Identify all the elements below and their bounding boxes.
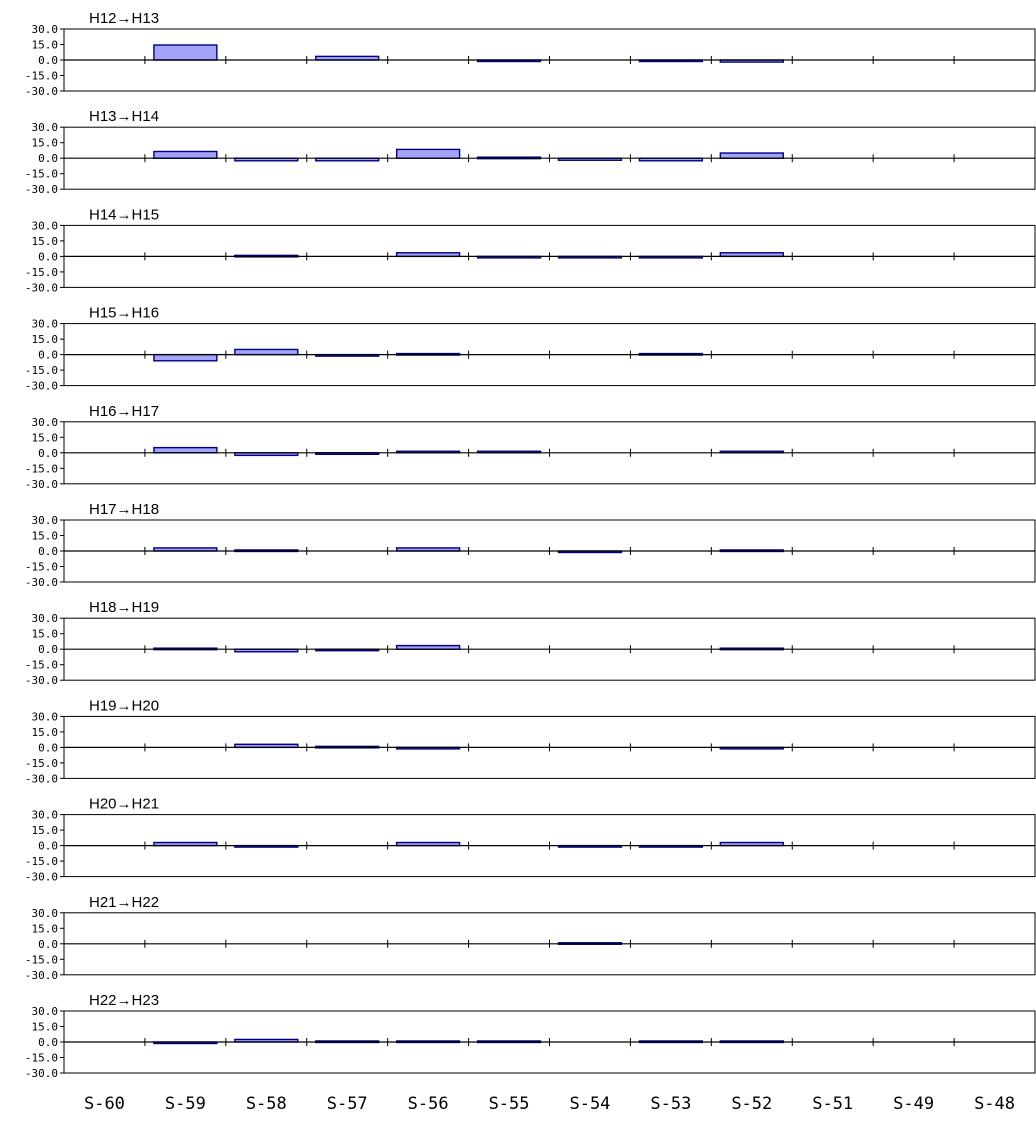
panel-title: H20→H21 [89,796,159,813]
y-tick-label: 15.0 [32,333,59,346]
panel-title: H12→H13 [89,10,159,27]
category-label: S-48 [974,1094,1015,1114]
category-label: S-57 [327,1094,368,1114]
y-tick-label: -30.0 [25,281,58,294]
y-tick-label: 15.0 [32,530,59,543]
y-tick-label: 30.0 [32,416,59,429]
y-tick-label: -30.0 [25,576,58,589]
y-tick-label: -15.0 [25,168,58,181]
panel-title: H19→H20 [89,697,159,714]
y-tick-label: -30.0 [25,85,58,98]
category-label: S-58 [246,1094,287,1114]
y-tick-label: -15.0 [25,462,58,475]
y-tick-label: 30.0 [32,219,59,232]
y-tick-label: 15.0 [32,824,59,837]
y-tick-label: 30.0 [32,612,59,625]
y-tick-label: 0.0 [38,643,58,656]
y-tick-label: -30.0 [25,772,58,785]
y-tick-label: 0.0 [38,250,58,263]
category-label: S-53 [650,1094,691,1114]
category-label: S-52 [731,1094,772,1114]
y-tick-label: -15.0 [25,70,58,83]
y-tick-label: -30.0 [25,478,58,491]
y-tick-label: -30.0 [25,969,58,982]
y-tick-label: 0.0 [38,447,58,460]
y-tick-label: -30.0 [25,674,58,687]
y-tick-label: 15.0 [32,726,59,739]
y-tick-label: -30.0 [25,871,58,884]
y-tick-label: 30.0 [32,809,59,822]
y-tick-label: 0.0 [38,741,58,754]
panel-title: H21→H22 [89,894,159,911]
y-tick-label: -15.0 [25,953,58,966]
y-tick-label: -15.0 [25,1052,58,1065]
panel-title: H13→H14 [89,108,159,125]
y-tick-label: 15.0 [32,137,59,150]
y-tick-label: 30.0 [32,1005,59,1018]
category-label: S-59 [165,1094,206,1114]
bar-s-58 [234,348,299,356]
bar-s-56 [395,148,461,159]
y-tick-label: 30.0 [32,318,59,331]
y-tick-label: 0.0 [38,1036,58,1049]
y-tick-label: -30.0 [25,183,58,196]
y-tick-label: 30.0 [32,23,59,36]
y-tick-label: 30.0 [32,907,59,920]
panel-title: H22→H23 [89,992,159,1009]
y-tick-label: -15.0 [25,757,58,770]
y-tick-label: 30.0 [32,514,59,527]
category-label: S-54 [569,1094,610,1114]
category-label: S-60 [84,1094,125,1114]
y-tick-label: -15.0 [25,266,58,279]
y-tick-label: 0.0 [38,545,58,558]
y-tick-label: 15.0 [32,235,59,248]
y-tick-label: -15.0 [25,364,58,377]
y-tick-label: 0.0 [38,840,58,853]
y-tick-label: 15.0 [32,1021,59,1034]
y-tick-label: 0.0 [38,54,58,67]
panel-title: H16→H17 [89,403,159,420]
y-tick-label: 0.0 [38,349,58,362]
y-tick-label: -15.0 [25,561,58,574]
panel-title: H18→H19 [89,599,159,616]
y-tick-label: 0.0 [38,152,58,165]
bar-s-59 [153,44,218,61]
category-label: S-55 [489,1094,530,1114]
panel-title: H17→H18 [89,501,159,518]
category-label: S-56 [408,1094,449,1114]
y-tick-label: -30.0 [25,380,58,393]
y-tick-label: -15.0 [25,659,58,672]
y-tick-label: 15.0 [32,922,59,935]
y-tick-label: 15.0 [32,628,59,641]
panel-title: H14→H15 [89,206,159,223]
y-tick-label: 15.0 [32,431,59,444]
y-tick-label: 30.0 [32,710,59,723]
category-label: S-49 [893,1094,934,1114]
y-tick-label: -30.0 [25,1067,58,1080]
y-tick-label: 0.0 [38,938,58,951]
bar-s-59 [153,150,218,159]
panel-title: H15→H16 [89,305,159,322]
bar-s-59 [153,446,218,454]
bar-s-52 [719,152,784,159]
category-label: S-51 [812,1094,853,1114]
bar-s-59 [153,353,218,362]
y-tick-label: -15.0 [25,855,58,868]
y-tick-label: 30.0 [32,121,59,134]
y-tick-label: 15.0 [32,39,59,52]
